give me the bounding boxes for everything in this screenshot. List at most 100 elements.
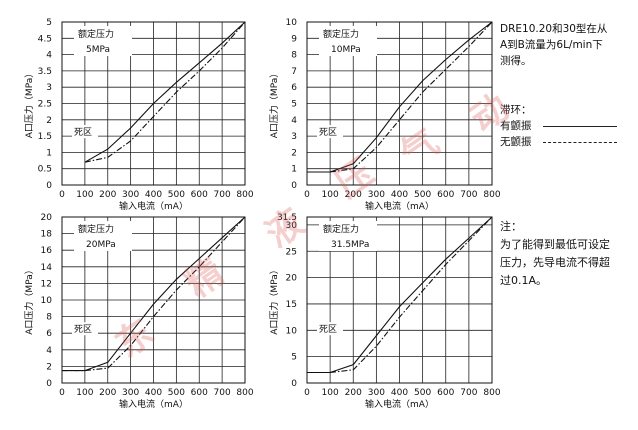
y-tick-label: 14	[41, 263, 53, 273]
dead-zone-label: 死区	[74, 324, 92, 335]
legend-dashdot-line	[542, 141, 617, 143]
dead-zone-box	[317, 322, 343, 336]
y-tick-label: 0.5	[38, 165, 52, 175]
y-tick-label: 30	[286, 221, 298, 231]
rated-box	[319, 26, 377, 56]
x-tick-label: 100	[76, 190, 93, 200]
rated-pressure-value: 10MPa	[331, 45, 361, 55]
legend-item-nodither: 无颤振	[500, 134, 617, 150]
dead-zone-label: 死区	[319, 324, 337, 335]
y-tick-label: 3.5	[38, 67, 52, 77]
plot-frame	[61, 21, 246, 186]
y-tick-label: 2	[46, 362, 52, 372]
x-tick-label: 300	[122, 190, 139, 200]
x-tick-label: 500	[168, 388, 185, 398]
y-tick-label: 1	[291, 165, 297, 175]
rated-box	[319, 221, 377, 251]
rated-pressure-value: 31.5MPa	[331, 240, 369, 250]
footnote-line-2: 压力，先导电流不得超	[500, 256, 610, 269]
dead-zone-box	[317, 125, 343, 139]
y-tick-label: 2	[46, 116, 52, 126]
x-tick-label: 300	[368, 190, 385, 200]
x-tick-label: 500	[414, 388, 431, 398]
series-line-dither	[84, 21, 246, 163]
y-tick-label: 6	[291, 83, 297, 93]
y-tick-label: 5	[46, 18, 52, 28]
x-tick-label: 600	[191, 190, 208, 200]
x-tick-label: 300	[368, 388, 385, 398]
series-line-dither	[307, 21, 493, 173]
rated-pressure-label: 额定压力	[78, 223, 114, 235]
legend-label-nodither: 无颤振	[500, 136, 532, 148]
rated-pressure-label: 额定压力	[78, 28, 114, 40]
x-tick-label: 200	[99, 388, 116, 398]
y-tick-label: 16	[41, 246, 53, 256]
test-condition-note: DRE10.20和30型在从 A到B流量为6L/min下 测得。	[500, 21, 607, 69]
y-tick-label: 6	[46, 329, 52, 339]
series-line-dither	[62, 216, 246, 372]
y-tick-label: 4	[46, 51, 52, 61]
dead-zone-label: 死区	[319, 127, 337, 138]
y-tick-label: 20	[41, 213, 53, 223]
x-axis-label: 输入电流（mA）	[119, 200, 188, 212]
x-tick-label: 800	[483, 190, 500, 200]
x-tick-label: 600	[191, 388, 208, 398]
y-tick-label: 10	[286, 18, 298, 28]
y-tick-label-zero: 0	[291, 181, 297, 191]
y-tick-label-zero: 0	[46, 379, 52, 389]
x-tick-label: 700	[460, 190, 477, 200]
x-tick-label: 400	[145, 190, 162, 200]
y-axis-label: A口压力（MPa）	[23, 69, 35, 138]
y-axis-label: A口压力（MPa）	[23, 265, 35, 334]
x-tick-label: 0	[304, 190, 310, 200]
plot-frame	[61, 216, 246, 384]
y-tick-label: 12	[41, 279, 52, 289]
intro-line-1: DRE10.20和30型在从	[500, 23, 608, 35]
y-tick-label: 2.5	[38, 100, 52, 110]
legend-label-dither: 有颤振	[500, 120, 532, 132]
x-tick-label: 0	[59, 190, 65, 200]
x-axis-label: 输入电流（mA）	[365, 200, 434, 212]
chart-panel-2	[306, 21, 493, 186]
dead-zone-box	[72, 322, 98, 336]
y-tick-label: 15	[286, 300, 297, 310]
y-tick-label: 18	[41, 230, 53, 240]
series-line-no-dither	[307, 21, 493, 173]
x-axis-label: 输入电流（mA）	[365, 398, 434, 410]
y-tick-label: 4.5	[38, 34, 52, 44]
x-tick-label: 600	[437, 388, 454, 398]
plot-frame	[306, 21, 493, 186]
legend-solid-line	[542, 125, 617, 127]
footnote-line-3: 过0.1A。	[500, 274, 548, 287]
x-tick-label: 300	[122, 388, 139, 398]
x-tick-label: 500	[414, 190, 431, 200]
y-tick-label: 9	[291, 34, 297, 44]
x-tick-label: 200	[345, 388, 362, 398]
y-tick-label: 8	[291, 51, 297, 61]
series-line-no-dither	[307, 216, 493, 374]
x-tick-label: 800	[236, 190, 253, 200]
rated-pressure-value: 5MPa	[86, 45, 110, 55]
y-tick-label: 3	[291, 132, 297, 142]
x-tick-label: 200	[99, 190, 116, 200]
chart-panel-4	[306, 216, 493, 384]
x-tick-label: 100	[322, 388, 339, 398]
plot-frame	[306, 216, 493, 384]
dead-zone-label: 死区	[74, 127, 92, 138]
series-line-dither	[307, 216, 493, 374]
y-tick-label: 5	[291, 353, 297, 363]
x-tick-label: 100	[76, 388, 93, 398]
y-axis-label: A口压力（MPa）	[268, 69, 280, 138]
y-tick-label: 4	[46, 346, 52, 356]
x-tick-label: 0	[59, 388, 65, 398]
legend-item-dither: 有颤振	[500, 118, 617, 134]
x-tick-label: 200	[345, 190, 362, 200]
intro-line-3: 测得。	[500, 55, 532, 67]
rated-pressure-label: 额定压力	[323, 223, 359, 235]
x-tick-label: 500	[168, 190, 185, 200]
x-tick-label: 100	[322, 190, 339, 200]
rated-pressure-value: 20MPa	[86, 240, 116, 250]
y-tick-label: 20	[286, 274, 298, 284]
x-tick-label: 700	[214, 190, 231, 200]
